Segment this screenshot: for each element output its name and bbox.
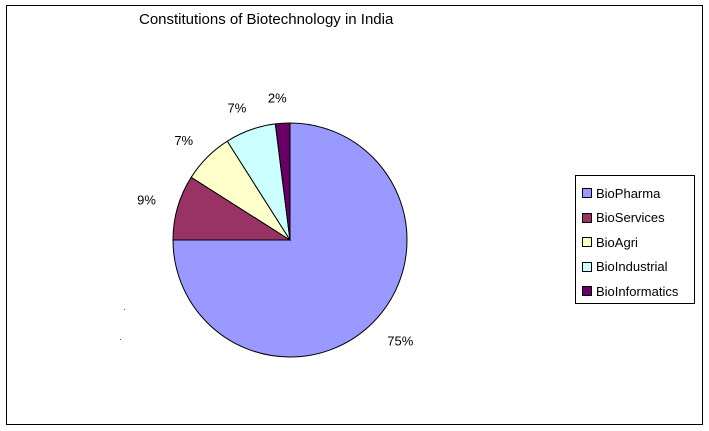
legend-swatch-bioinformatics	[582, 286, 592, 297]
data-label-bioservices: 9%	[137, 193, 156, 208]
pie-slice-bioinformatics	[274, 122, 291, 241]
legend-label-bioinformatics: BioInformatics	[596, 283, 679, 299]
legend-label-bioagri: BioAgri	[596, 234, 638, 250]
stray-dot	[124, 309, 125, 310]
legend-label-biopharma: BioPharma	[596, 185, 661, 201]
legend-swatch-bioservices	[582, 212, 592, 223]
legend-item-bioindustrial: BioIndustrial	[576, 255, 694, 280]
legend-label-bioservices: BioServices	[596, 210, 665, 226]
data-label-bioinformatics: 2%	[268, 91, 287, 106]
legend-item-biopharma: BioPharma	[576, 181, 694, 206]
data-label-biopharma: 75%	[387, 334, 413, 349]
pie-slice-biopharma	[172, 122, 408, 358]
legend-swatch-biopharma	[582, 188, 592, 199]
data-label-bioagri: 7%	[174, 133, 193, 148]
legend-swatch-bioagri	[582, 237, 592, 248]
legend-swatch-bioindustrial	[582, 261, 592, 272]
legend-label-bioindustrial: BioIndustrial	[596, 259, 668, 275]
legend: BioPharma BioServices BioAgri BioIndustr…	[575, 175, 695, 304]
legend-item-bioservices: BioServices	[576, 206, 694, 231]
data-label-bioindustrial: 7%	[228, 101, 247, 116]
legend-item-bioagri: BioAgri	[576, 230, 694, 255]
chart-title: Constitutions of Biotechnology in India	[139, 11, 394, 28]
stray-dot	[120, 339, 121, 340]
legend-item-bioinformatics: BioInformatics	[576, 279, 694, 304]
